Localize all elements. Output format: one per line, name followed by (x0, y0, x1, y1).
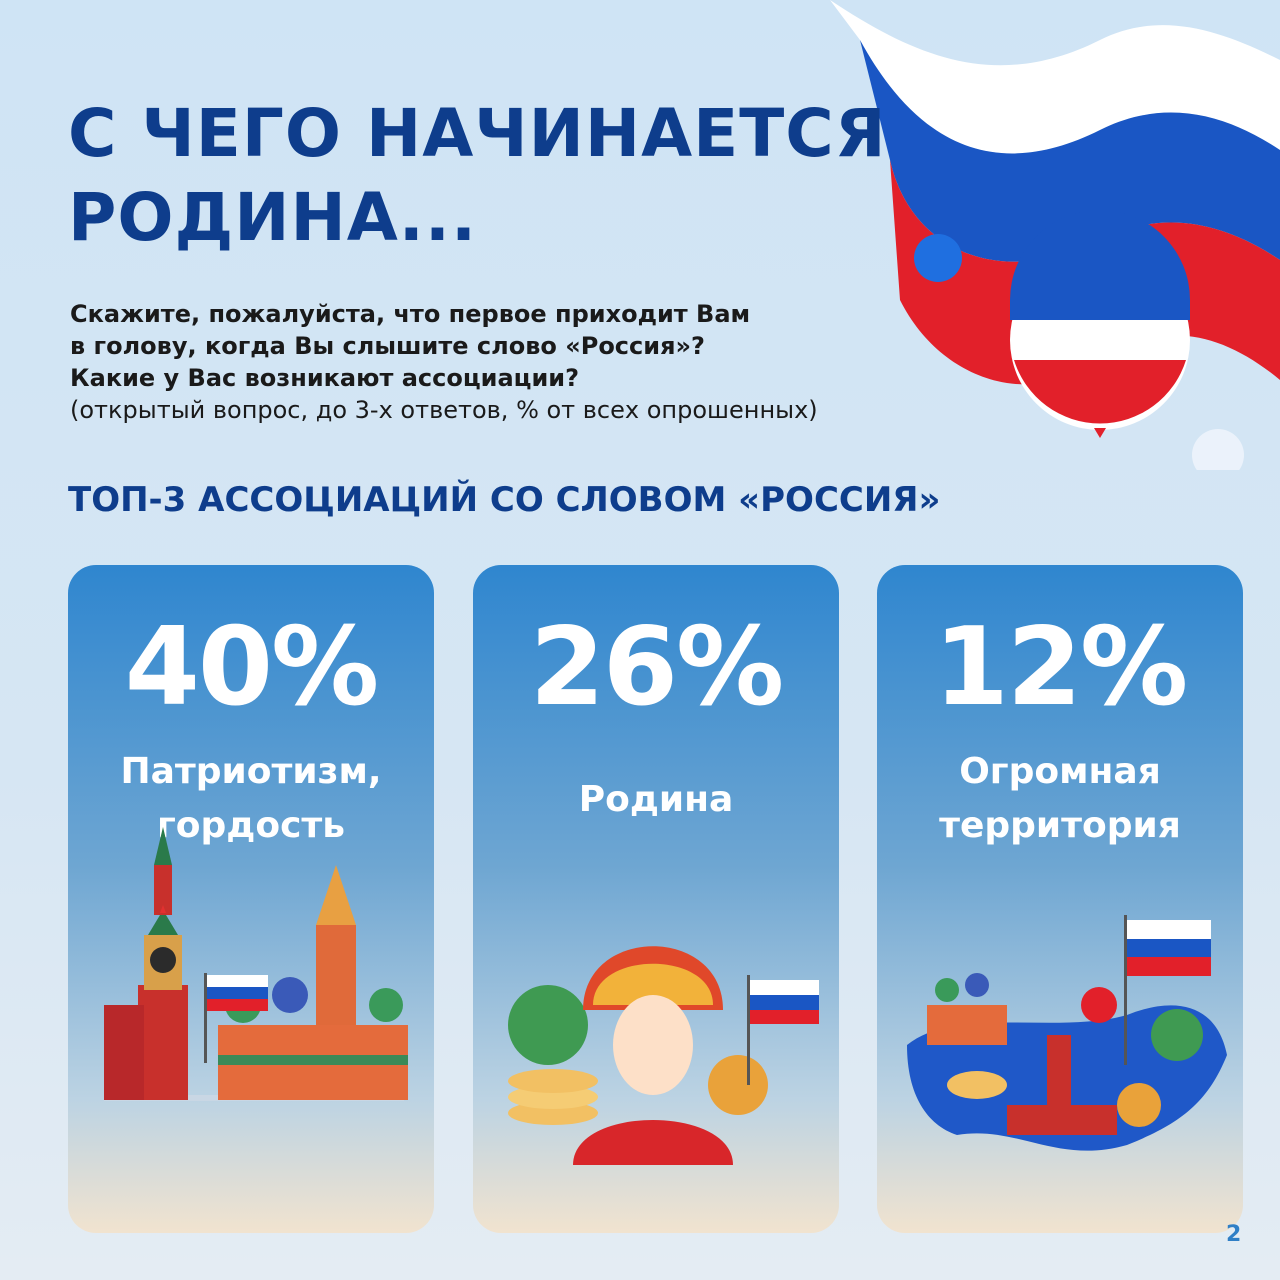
page-number: 2 (1226, 1222, 1242, 1247)
flag-decoration (830, 0, 1280, 470)
label-line: Родина (578, 779, 734, 820)
card-value: 26% (529, 605, 785, 730)
label-line: Патриотизм, (120, 751, 382, 792)
question-line: Скажите, пожалуйста, что первое приходит… (70, 300, 751, 328)
card-label: Родина (473, 773, 839, 827)
title: С ЧЕГО НАЧИНАЕТСЯ РОДИНА... (68, 92, 887, 260)
section-title: ТОП-3 АССОЦИАЦИЙ СО СЛОВОМ «РОССИЯ» (68, 480, 941, 520)
card-label: Огромная территория (877, 745, 1243, 853)
label-line: территория (939, 805, 1181, 846)
card-value: 40% (124, 605, 380, 730)
card: 40% Патриотизм, гордость (68, 565, 434, 1233)
kremlin-illustration (104, 827, 408, 1101)
card: 12% Огромная территория (877, 565, 1243, 1233)
girl-illustration (508, 946, 819, 1165)
question: Скажите, пожалуйста, что первое приходит… (70, 298, 818, 426)
card-label: Патриотизм, гордость (68, 745, 434, 853)
label-line: гордость (156, 805, 346, 846)
question-note: (открытый вопрос, до 3-х ответов, % от в… (70, 396, 818, 424)
map-illustration (907, 915, 1227, 1151)
title-line: РОДИНА... (68, 179, 478, 256)
label-line: Огромная (959, 751, 1161, 792)
question-line: в голову, когда Вы слышите слово «Россия… (70, 332, 705, 360)
card: 26% Родина (473, 565, 839, 1233)
card-value: 12% (933, 605, 1189, 730)
title-line: С ЧЕГО НАЧИНАЕТСЯ (68, 95, 887, 172)
question-line: Какие у Вас возникают ассоциации? (70, 364, 580, 392)
